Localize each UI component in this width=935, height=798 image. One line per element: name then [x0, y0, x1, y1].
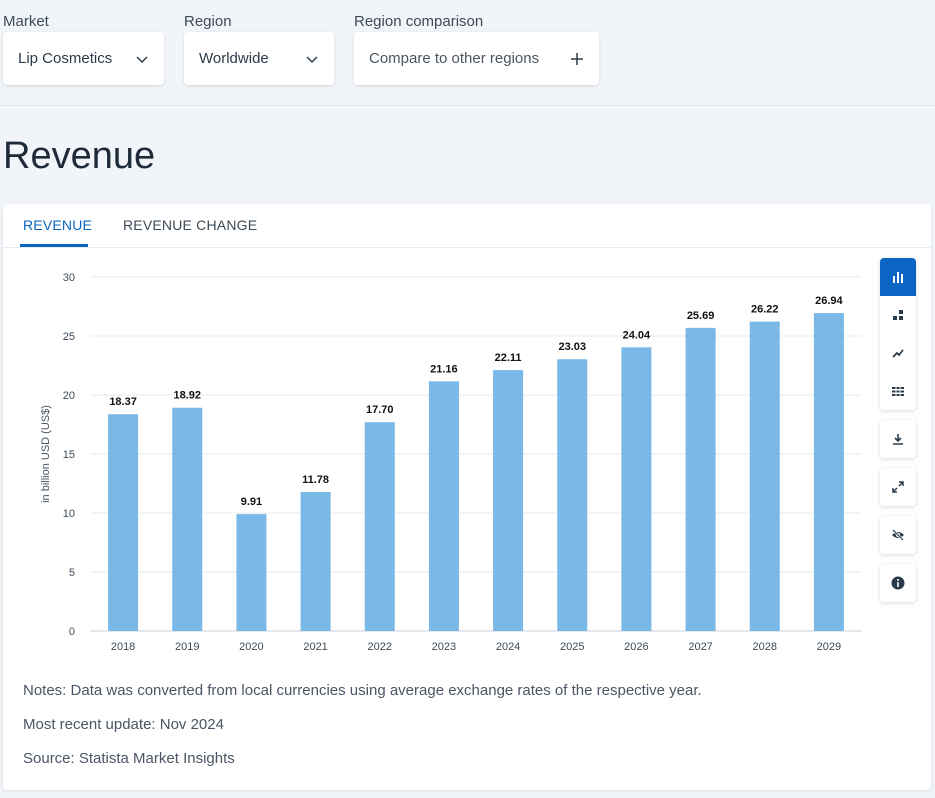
compare-regions-button[interactable]: Compare to other regions: [354, 32, 599, 85]
hide-icon[interactable]: [880, 516, 916, 554]
x-tick-label: 2026: [624, 641, 648, 653]
y-tick-label: 10: [63, 508, 75, 520]
y-tick-label: 15: [63, 449, 75, 461]
x-tick-label: 2029: [817, 641, 841, 653]
info-icon[interactable]: [880, 564, 916, 602]
download-icon[interactable]: [880, 420, 916, 458]
chart-tabs: REVENUE REVENUE CHANGE: [3, 204, 931, 248]
bar: [172, 407, 203, 631]
x-tick-label: 2023: [432, 641, 456, 653]
tab-revenue-change[interactable]: REVENUE CHANGE: [123, 217, 258, 233]
plus-icon: [570, 52, 584, 66]
data-label: 18.92: [173, 390, 201, 402]
x-tick-label: 2025: [560, 641, 584, 653]
chevron-down-icon: [135, 52, 149, 66]
data-label: 18.37: [109, 396, 137, 408]
bar: [749, 321, 780, 631]
x-tick-label: 2021: [303, 641, 327, 653]
stacked-chart-icon[interactable]: [880, 296, 916, 334]
y-tick-label: 0: [69, 626, 75, 638]
x-tick-label: 2027: [688, 641, 712, 653]
y-tick-label: 20: [63, 390, 75, 402]
data-label: 21.16: [430, 363, 458, 375]
y-tick-label: 25: [63, 331, 75, 343]
x-tick-label: 2020: [239, 641, 263, 653]
page-title: Revenue: [3, 135, 156, 177]
info-toolbar: [880, 564, 916, 602]
bar: [236, 514, 267, 631]
x-tick-label: 2024: [496, 641, 520, 653]
bar: [557, 359, 588, 631]
y-tick-label: 30: [63, 272, 75, 284]
compare-regions-label: Compare to other regions: [369, 50, 540, 67]
data-label: 25.69: [687, 310, 715, 322]
market-value: Lip Cosmetics: [18, 50, 113, 67]
data-label: 9.91: [241, 496, 262, 508]
bar: [621, 347, 652, 631]
data-label: 26.94: [815, 295, 843, 307]
x-tick-label: 2019: [175, 641, 199, 653]
chart-type-toolbar: [880, 258, 916, 410]
region-value: Worldwide: [199, 50, 269, 67]
chevron-down-icon: [305, 52, 319, 66]
data-label: 17.70: [366, 404, 394, 416]
bar: [428, 381, 459, 631]
bar-chart-icon[interactable]: [880, 258, 916, 296]
bar: [493, 370, 524, 631]
data-label: 11.78: [302, 474, 329, 486]
table-icon[interactable]: [880, 372, 916, 410]
region-label: Region: [184, 13, 232, 30]
fullscreen-icon[interactable]: [880, 468, 916, 506]
bar: [300, 491, 331, 631]
chart-note: Notes: Data was converted from local cur…: [23, 682, 702, 699]
download-toolbar: [880, 420, 916, 458]
x-tick-label: 2018: [111, 641, 135, 653]
fullscreen-toolbar: [880, 468, 916, 506]
region-dropdown[interactable]: Worldwide: [184, 32, 334, 85]
data-label: 22.11: [495, 352, 522, 364]
bar: [813, 313, 844, 631]
chart-source: Source: Statista Market Insights: [23, 750, 235, 767]
data-label: 24.04: [623, 329, 651, 341]
data-label: 23.03: [558, 341, 586, 353]
chart-update: Most recent update: Nov 2024: [23, 716, 224, 733]
bar: [108, 414, 139, 631]
data-label: 26.22: [751, 304, 779, 316]
hide-toolbar: [880, 516, 916, 554]
tab-revenue[interactable]: REVENUE: [23, 217, 93, 233]
market-dropdown[interactable]: Lip Cosmetics: [3, 32, 164, 85]
market-label: Market: [3, 13, 49, 30]
x-tick-label: 2022: [368, 641, 392, 653]
comparison-label: Region comparison: [354, 13, 484, 30]
bar: [685, 327, 716, 631]
y-axis-label: in billion USD (US$): [40, 405, 52, 503]
bar: [364, 422, 395, 631]
line-chart-icon[interactable]: [880, 334, 916, 372]
y-tick-label: 5: [69, 567, 75, 579]
active-tab-indicator: [20, 244, 88, 247]
filter-bar: Market Lip Cosmetics Region Worldwide Re…: [0, 0, 935, 106]
chart-card: REVENUE REVENUE CHANGE 0 5 10 15 20 25 30 in bi…: [3, 204, 931, 790]
x-tick-label: 2028: [753, 641, 777, 653]
